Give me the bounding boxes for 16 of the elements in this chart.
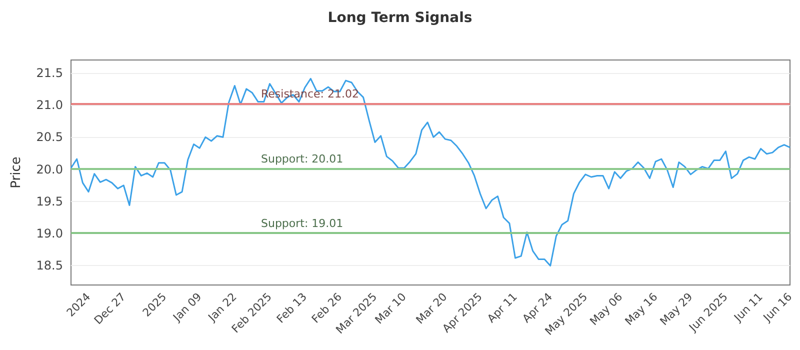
x-tick-label: Dec 27 xyxy=(92,290,128,327)
line-series xyxy=(70,78,791,266)
y-tick-label: 20.0 xyxy=(36,162,63,176)
y-tick-label: 21.5 xyxy=(36,66,63,80)
ref-line-label: Support: 19.01 xyxy=(261,216,344,230)
ref-line-label: Support: 20.01 xyxy=(261,152,344,166)
y-tick-label: 21.0 xyxy=(36,98,63,112)
y-tick-label: 19.5 xyxy=(36,194,63,208)
y-tick-label: 18.5 xyxy=(36,258,63,273)
x-tick-label: Apr 11 xyxy=(484,290,520,326)
x-tick-label: Feb 13 xyxy=(274,290,310,326)
y-axis-title: Price xyxy=(9,156,24,188)
y-tick-label: 19.0 xyxy=(36,226,63,241)
y-tick-label: 20.5 xyxy=(36,130,63,144)
chart-title: Long Term Signals xyxy=(328,10,472,26)
x-tick-label: Jan 09 xyxy=(170,290,204,325)
